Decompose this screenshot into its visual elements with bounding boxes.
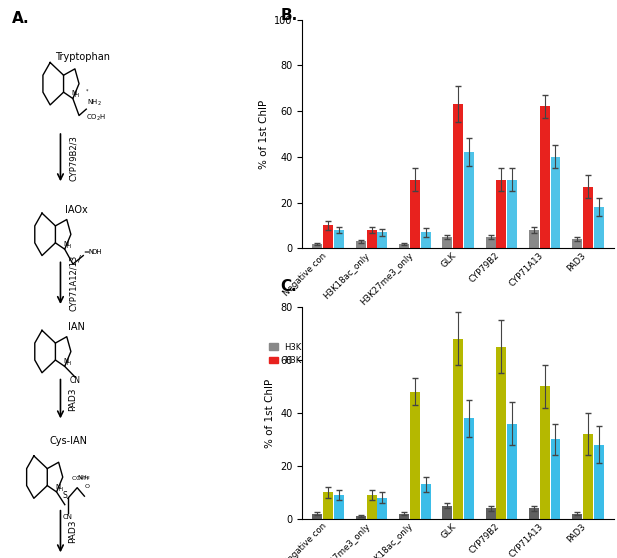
Bar xyxy=(550,440,560,519)
Text: PAD3: PAD3 xyxy=(68,387,78,411)
Bar xyxy=(572,513,582,519)
Text: N: N xyxy=(64,241,69,247)
Text: CYP71A12/13: CYP71A12/13 xyxy=(68,255,78,311)
Text: CN: CN xyxy=(70,376,80,386)
Bar xyxy=(334,495,344,519)
Bar xyxy=(410,180,420,248)
Bar xyxy=(540,386,550,519)
Text: IAN: IAN xyxy=(68,322,85,332)
Text: CYP79B2/3: CYP79B2/3 xyxy=(68,134,78,181)
Bar xyxy=(583,434,593,519)
Text: N: N xyxy=(64,358,69,364)
Bar xyxy=(594,207,604,248)
Bar xyxy=(366,495,376,519)
Bar xyxy=(540,107,550,248)
Text: CN: CN xyxy=(63,514,73,521)
Text: H: H xyxy=(75,94,78,98)
Bar xyxy=(356,242,366,248)
Bar xyxy=(497,347,507,519)
Text: H: H xyxy=(58,487,62,492)
Bar xyxy=(486,237,495,248)
Text: N: N xyxy=(72,90,77,97)
Bar xyxy=(421,232,431,248)
Bar xyxy=(507,424,517,519)
Text: H: H xyxy=(66,362,70,366)
Bar xyxy=(323,225,333,248)
Text: $^*$: $^*$ xyxy=(84,89,89,95)
Bar xyxy=(312,244,323,248)
Text: S: S xyxy=(62,491,67,501)
Text: A.: A. xyxy=(12,11,29,26)
Bar xyxy=(334,230,344,248)
Bar xyxy=(323,493,333,519)
Bar xyxy=(399,244,409,248)
Y-axis label: % of 1st ChIP: % of 1st ChIP xyxy=(265,378,275,448)
Bar xyxy=(442,237,452,248)
Bar xyxy=(529,230,539,248)
Bar xyxy=(378,232,387,248)
Bar xyxy=(464,152,474,248)
Text: /: / xyxy=(78,255,81,264)
Text: H: H xyxy=(66,244,70,249)
Text: =N: =N xyxy=(83,249,94,256)
Bar xyxy=(442,506,452,519)
Bar xyxy=(399,513,409,519)
Text: NH$_2$: NH$_2$ xyxy=(87,98,102,108)
Bar xyxy=(453,104,463,248)
Text: C.: C. xyxy=(281,279,297,294)
Bar xyxy=(583,186,593,248)
Text: Cys-IAN: Cys-IAN xyxy=(49,436,88,446)
Bar xyxy=(356,516,366,519)
Text: IAOx: IAOx xyxy=(65,205,88,215)
Bar xyxy=(366,230,376,248)
Text: CO$_2$H: CO$_2$H xyxy=(71,474,89,483)
Bar xyxy=(421,484,431,519)
Text: PAD3: PAD3 xyxy=(68,519,78,543)
Bar xyxy=(486,508,495,519)
Text: N: N xyxy=(56,484,60,490)
Text: CO$_2$H: CO$_2$H xyxy=(86,113,107,123)
Bar xyxy=(453,339,463,519)
Bar xyxy=(572,239,582,248)
Legend: H3K27me3+NoAb, H3K27me3+H3K27me3, H3K27me3+H3K18ac: H3K27me3+NoAb, H3K27me3+H3K27me3, H3K27m… xyxy=(266,339,500,368)
Bar xyxy=(550,157,560,248)
Bar xyxy=(378,498,387,519)
Bar xyxy=(507,180,517,248)
Text: Tryptophan: Tryptophan xyxy=(55,52,110,62)
Text: O: O xyxy=(85,484,89,489)
Bar xyxy=(410,392,420,519)
Bar xyxy=(529,508,539,519)
Bar xyxy=(312,513,323,519)
Bar xyxy=(464,418,474,519)
Text: OH: OH xyxy=(91,249,102,256)
Bar xyxy=(497,180,507,248)
Text: NH$_2$: NH$_2$ xyxy=(77,473,91,482)
Y-axis label: % of 1st ChIP: % of 1st ChIP xyxy=(259,99,268,169)
Text: B.: B. xyxy=(281,8,298,23)
Bar xyxy=(594,445,604,519)
